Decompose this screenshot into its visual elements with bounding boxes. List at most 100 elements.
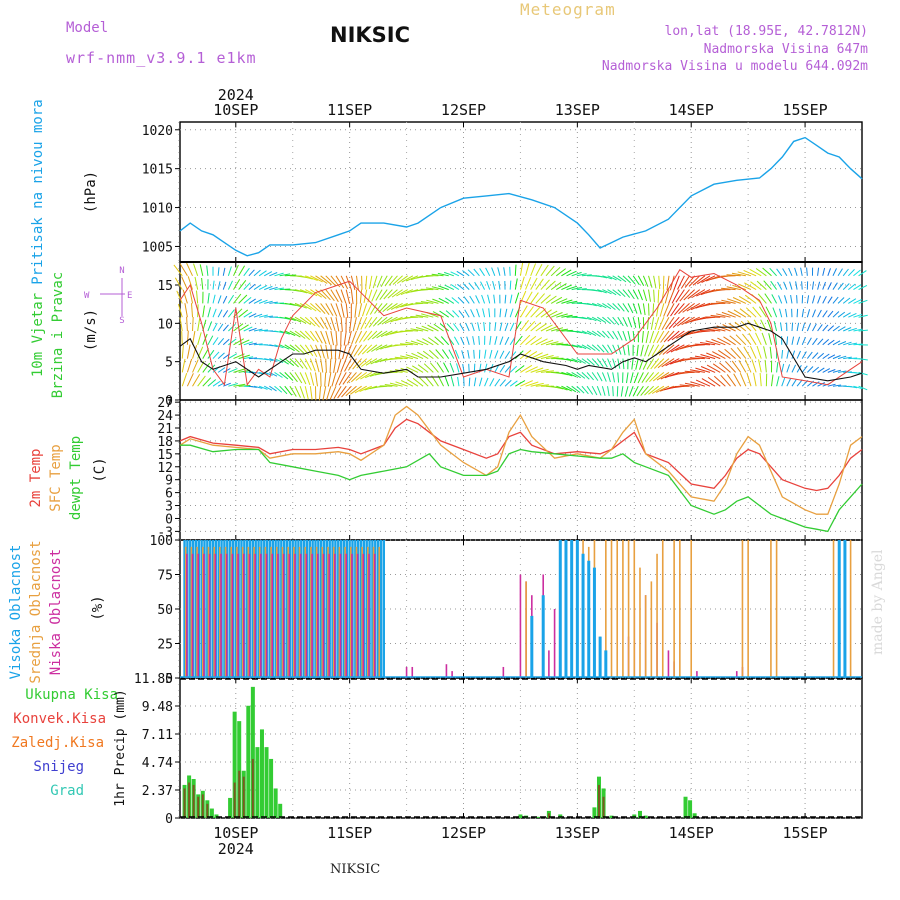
wind-arrow — [358, 303, 363, 318]
wind-arrow — [756, 280, 767, 290]
wind-arrow — [425, 287, 439, 291]
wind-arrow — [801, 281, 803, 290]
wind-arrow — [732, 297, 747, 304]
wind-arrow — [530, 277, 538, 290]
wind-arrow — [749, 345, 757, 359]
wind-arrow — [354, 385, 367, 394]
wind-arrow — [509, 280, 512, 290]
wind-arrow — [694, 355, 711, 360]
wind-arrow — [747, 320, 757, 332]
wind-arrow — [736, 347, 747, 359]
y-tick-label: 1015 — [142, 163, 173, 178]
wind-arrow — [545, 310, 558, 318]
precip-total-bar — [518, 814, 523, 818]
wind-arrow — [689, 357, 705, 360]
wind-arrow — [581, 344, 591, 351]
y-tick-label: 0 — [165, 394, 173, 409]
precip-legend-0: Ukupna Kisa — [25, 687, 118, 703]
wind-arrow — [212, 308, 217, 318]
compass-east: E — [127, 291, 132, 301]
wind-arrow — [384, 384, 398, 387]
wind-arrow — [504, 294, 507, 304]
wind-arrow — [602, 275, 613, 280]
wind-arrow — [853, 284, 862, 291]
wind-arrow — [601, 358, 608, 368]
wind-arrow — [364, 371, 378, 379]
wind-arrow — [688, 275, 701, 287]
wind-arrow — [853, 269, 861, 277]
wind-arrow — [462, 363, 465, 373]
wind-arrow — [612, 289, 621, 297]
wind-arrow — [571, 358, 582, 364]
wind-arrow — [540, 355, 554, 360]
wind-arrow — [581, 316, 592, 321]
wind-arrow — [248, 298, 256, 304]
wind-arrow — [253, 328, 263, 332]
wind-arrow — [540, 279, 550, 290]
wind-arrow — [315, 303, 326, 314]
wind-arrow — [827, 325, 835, 332]
wind-arrow — [627, 275, 636, 285]
wind-arrow — [284, 385, 293, 396]
y-tick-label: 9.48 — [142, 700, 173, 715]
wind-arrow — [550, 281, 562, 291]
wind-arrow — [812, 366, 820, 373]
wind-arrow — [394, 356, 408, 360]
wind-arrow — [607, 386, 610, 397]
wind-arrow — [186, 358, 193, 373]
wind-arrow — [796, 336, 801, 345]
wind-arrow — [627, 344, 630, 356]
wind-arrow — [658, 275, 661, 290]
wind-arrow — [299, 289, 313, 295]
wind-arrow — [832, 355, 841, 360]
wind-arrow — [566, 300, 578, 304]
wind-arrow — [212, 351, 220, 359]
wind-arrow — [284, 344, 295, 352]
precip-total-bar — [246, 705, 251, 818]
wind-arrow — [253, 284, 262, 291]
wind-arrow — [607, 358, 612, 368]
wind-arrow — [309, 330, 319, 343]
wind-arrow — [525, 262, 530, 276]
wind-arrow — [456, 270, 465, 277]
wind-arrow — [811, 281, 815, 290]
wind-arrow — [380, 344, 393, 350]
y-tick-label: 1010 — [142, 202, 173, 217]
wind-arrow — [763, 346, 767, 359]
wind-arrow — [581, 358, 591, 365]
wind-arrow — [660, 371, 675, 380]
wind-arrow — [591, 330, 601, 338]
wind-arrow — [284, 358, 295, 366]
pressure-line — [179, 136, 863, 257]
wind-arrow — [641, 372, 649, 383]
precip-total-bar — [278, 803, 283, 818]
y-tick-label: 21 — [157, 422, 173, 437]
wind-arrow — [452, 310, 460, 318]
wind-arrow — [503, 267, 506, 276]
wind-arrow — [679, 289, 690, 302]
wind-arrow — [677, 275, 685, 290]
wind-arrow — [540, 370, 554, 373]
wind-arrow — [315, 275, 328, 284]
wind-arrow — [196, 290, 199, 304]
wind-arrow — [670, 303, 680, 317]
wind-arrow — [233, 368, 246, 373]
wind-arrow — [755, 268, 767, 277]
wind-arrow — [341, 385, 352, 398]
wind-arrow — [642, 275, 649, 287]
y-tick-label: 24 — [157, 409, 173, 424]
wind-arrow — [494, 350, 499, 359]
wind-arrow — [806, 351, 813, 359]
wind-arrow — [717, 337, 731, 346]
wind-arrow — [653, 289, 655, 303]
wind-arrow — [652, 372, 665, 382]
wind-arrow — [773, 320, 778, 332]
wind-arrow — [597, 302, 607, 309]
wind-arrow — [238, 354, 250, 360]
wind-speed-line — [179, 322, 863, 382]
wind-arrow — [468, 282, 475, 290]
wind-arrow — [269, 358, 278, 362]
wind-arrow — [837, 311, 846, 318]
wind-arrow — [484, 363, 488, 373]
wind-arrow — [222, 338, 230, 346]
